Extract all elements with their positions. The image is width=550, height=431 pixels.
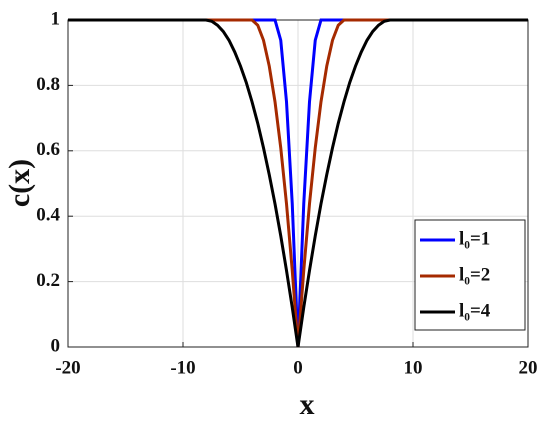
y-tick-label: 0.2	[36, 270, 60, 291]
y-tick-label: 0.8	[36, 74, 60, 95]
x-tick-label: -20	[55, 357, 80, 378]
y-tick-label: 0	[51, 335, 61, 356]
legend-label: l₀=1	[459, 228, 490, 249]
y-tick-label: 0.4	[36, 205, 60, 226]
x-axis-label: x	[300, 388, 315, 421]
x-tick-label: 10	[404, 357, 423, 378]
legend: l₀=1 l₀=2 l₀=4	[414, 219, 526, 331]
x-tick-label: -10	[170, 357, 195, 378]
x-tick-label: 20	[519, 357, 538, 378]
y-tick-label: 1	[51, 8, 61, 29]
x-tick-label: 0	[293, 357, 303, 378]
y-tick-label: 0.6	[36, 139, 60, 160]
legend-label: l₀=4	[459, 300, 491, 321]
line-series	[68, 18, 528, 348]
y-axis-label: c(x)	[3, 159, 36, 207]
legend-label: l₀=2	[459, 264, 490, 285]
